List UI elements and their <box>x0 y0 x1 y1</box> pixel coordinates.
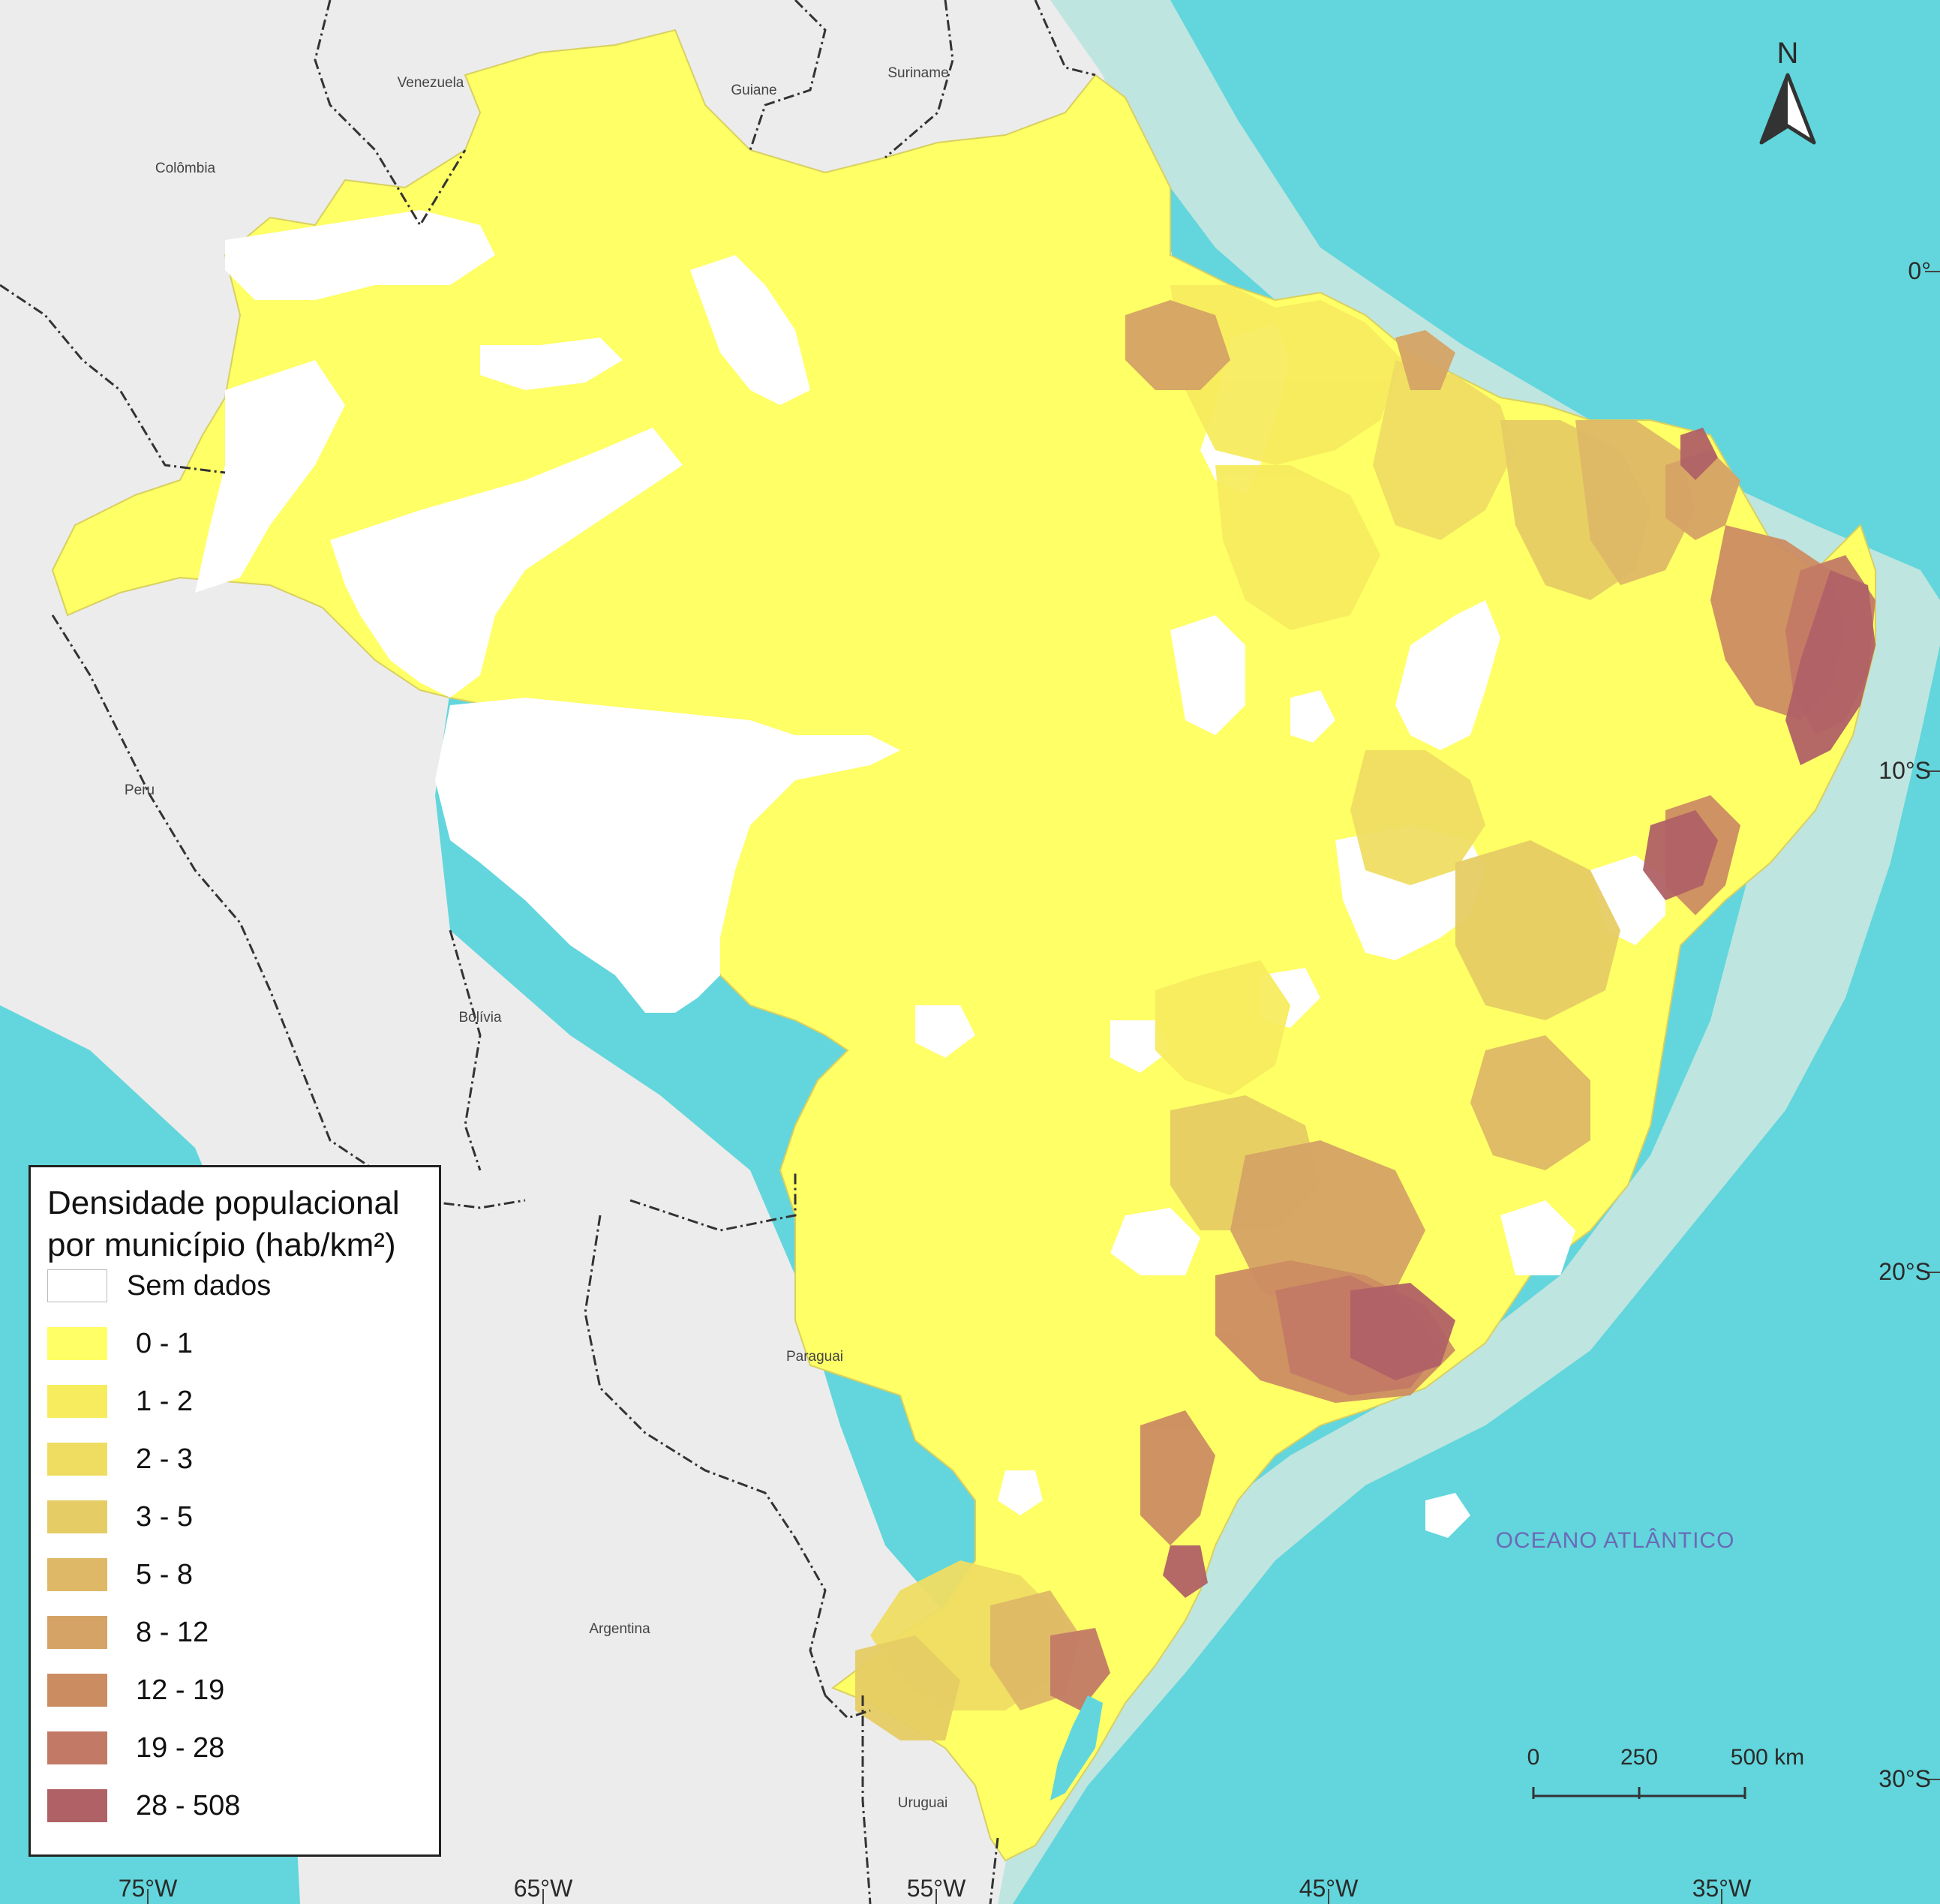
legend-item: 2 - 3 <box>47 1443 422 1479</box>
label-venezuela: Venezuela <box>398 75 464 91</box>
legend-label: 2 - 3 <box>136 1443 194 1475</box>
label-argentina: Argentina <box>589 1621 650 1637</box>
legend-item: 5 - 8 <box>47 1558 422 1594</box>
lon-tick-45w: 45°W <box>1299 1875 1359 1902</box>
sem-dados-regions <box>195 210 1665 1538</box>
legend-item: 12 - 19 <box>47 1674 422 1710</box>
lon-tick-75w: 75°W <box>119 1875 178 1902</box>
scale-tick-0: 0 <box>1527 1745 1540 1770</box>
legend-title-line2: por município (hab/km²) <box>47 1227 396 1263</box>
legend-swatch <box>47 1269 107 1302</box>
label-bolivia: Bolívia <box>458 1010 501 1026</box>
lagoa-dos-patos <box>1050 1695 1103 1800</box>
legend-item: 3 - 5 <box>47 1500 422 1536</box>
scale-tick-500km: 500 km <box>1731 1745 1804 1770</box>
legend-label: 28 - 508 <box>136 1790 241 1821</box>
lat-tick-0: 0° <box>1908 257 1931 284</box>
legend-item: 28 - 508 <box>47 1789 422 1825</box>
legend-swatch <box>47 1731 107 1764</box>
legend-label: Sem dados <box>127 1270 272 1302</box>
lat-tick-30s: 30°S <box>1878 1765 1931 1792</box>
lat-tick-20s: 20°S <box>1878 1258 1931 1285</box>
lon-tick-35w: 35°W <box>1692 1875 1752 1902</box>
label-uruguai: Uruguai <box>898 1795 948 1811</box>
scale-tick-250: 250 <box>1620 1745 1658 1770</box>
legend-label: 12 - 19 <box>136 1674 225 1706</box>
legend-label: 0 - 1 <box>136 1328 194 1359</box>
legend-label: 1 - 2 <box>136 1386 194 1417</box>
lon-tick-65w: 65°W <box>514 1875 573 1902</box>
legend-swatch <box>47 1327 107 1360</box>
label-colombia: Colômbia <box>155 161 216 176</box>
legend-title-line1: Densidade populacional <box>47 1185 400 1221</box>
density-class-28-508 <box>1163 428 1875 1598</box>
label-peru: Peru <box>125 782 155 798</box>
scale-bar: 0 250 500 km <box>1527 1745 1804 1799</box>
label-paraguai: Paraguai <box>786 1349 843 1365</box>
map-legend: Densidade populacional por município (ha… <box>29 1165 441 1857</box>
legend-item: 8 - 12 <box>47 1616 422 1652</box>
legend-label: 5 - 8 <box>136 1559 194 1590</box>
legend-swatch <box>47 1500 107 1533</box>
legend-swatch <box>47 1789 107 1822</box>
legend-swatch <box>47 1385 107 1418</box>
label-guiane: Guiane <box>731 83 776 98</box>
graticule-ticks <box>147 271 1940 1904</box>
legend-label: 8 - 12 <box>136 1617 209 1648</box>
legend-swatch <box>47 1443 107 1476</box>
legend-item: Sem dados <box>47 1269 422 1305</box>
lon-tick-55w: 55°W <box>907 1875 966 1902</box>
lat-tick-10s: 10°S <box>1878 757 1931 784</box>
legend-label: 19 - 28 <box>136 1732 225 1764</box>
north-arrow-icon: N <box>1759 37 1816 145</box>
label-suriname: Suriname <box>887 65 948 81</box>
legend-item: 1 - 2 <box>47 1385 422 1421</box>
legend-item: 0 - 1 <box>47 1327 422 1363</box>
density-class-5-8 <box>990 420 1695 1710</box>
legend-title: Densidade populacional por município (ha… <box>47 1182 437 1266</box>
density-class-1-2 <box>1155 285 1403 1095</box>
legend-label: 3 - 5 <box>136 1501 194 1533</box>
legend-swatch <box>47 1558 107 1591</box>
legend-swatch <box>47 1616 107 1649</box>
international-borders <box>0 0 1096 1904</box>
north-label: N <box>1777 37 1799 70</box>
label-oceano-atlantico: OCEANO ATLÂNTICO <box>1496 1528 1735 1553</box>
legend-swatch <box>47 1674 107 1707</box>
legend-item: 19 - 28 <box>47 1731 422 1767</box>
